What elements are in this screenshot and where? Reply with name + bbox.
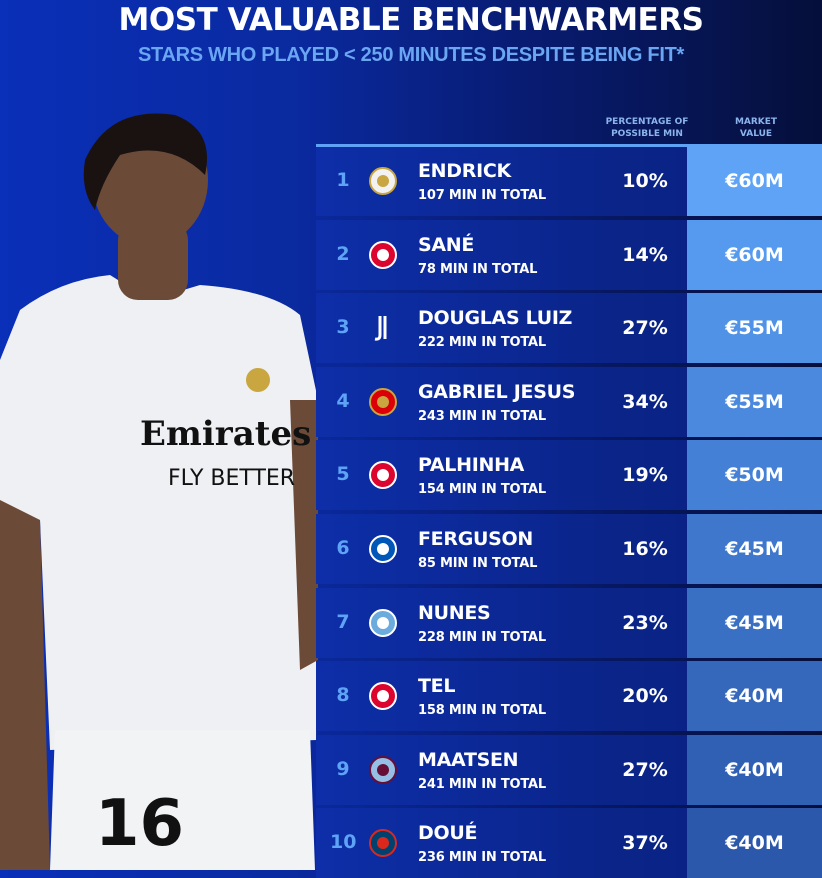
rank: 10 bbox=[330, 831, 357, 853]
minutes-played: 236 MIN IN TOTAL bbox=[418, 850, 547, 865]
rank: 8 bbox=[336, 684, 350, 706]
market-value: €60M bbox=[687, 220, 822, 290]
percentage-value: 20% bbox=[622, 685, 668, 707]
benchwarmers-table: 1 ENDRICK 107 MIN IN TOTAL 10% €60M 2 SA… bbox=[316, 144, 822, 878]
minutes-played: 107 MIN IN TOTAL bbox=[418, 188, 547, 203]
table-row: 3 DOUGLAS LUIZ 222 MIN IN TOTAL 27% €55M bbox=[316, 293, 822, 363]
aston-villa-crest-icon bbox=[368, 755, 398, 785]
table-row: 4 GABRIEL JESUS 243 MIN IN TOTAL 34% €55… bbox=[316, 367, 822, 437]
minutes-played: 222 MIN IN TOTAL bbox=[418, 335, 547, 350]
svg-text:FLY BETTER: FLY BETTER bbox=[168, 466, 295, 491]
market-value: €40M bbox=[687, 661, 822, 731]
rank: 3 bbox=[336, 316, 350, 338]
market-value: €60M bbox=[687, 146, 822, 216]
column-header-market-value: MARKET VALUE bbox=[734, 117, 778, 139]
rank: 6 bbox=[336, 537, 350, 559]
real-madrid-crest-icon bbox=[368, 166, 398, 196]
percentage-value: 27% bbox=[622, 317, 668, 339]
minutes-played: 241 MIN IN TOTAL bbox=[418, 777, 547, 792]
juventus-crest-icon bbox=[368, 313, 398, 343]
page-subtitle: STARS WHO PLAYED < 250 MINUTES DESPITE B… bbox=[138, 44, 684, 66]
percentage-value: 34% bbox=[622, 391, 668, 413]
table-row: 8 TEL 158 MIN IN TOTAL 20% €40M bbox=[316, 661, 822, 731]
market-value: €40M bbox=[687, 735, 822, 805]
table-top-line bbox=[316, 144, 822, 147]
market-value: €45M bbox=[687, 514, 822, 584]
player-name: SANÉ bbox=[418, 234, 475, 256]
minutes-played: 228 MIN IN TOTAL bbox=[418, 630, 547, 645]
psg-crest-icon bbox=[368, 828, 398, 858]
man-city-crest-icon bbox=[368, 608, 398, 638]
market-value: €40M bbox=[687, 808, 822, 878]
rank: 7 bbox=[336, 611, 350, 633]
table-row: 5 PALHINHA 154 MIN IN TOTAL 19% €50M bbox=[316, 440, 822, 510]
market-value: €45M bbox=[687, 588, 822, 658]
player-name: MAATSEN bbox=[418, 749, 519, 771]
player-name: PALHINHA bbox=[418, 454, 525, 476]
market-value: €55M bbox=[687, 293, 822, 363]
player-photo: Emirates FLY BETTER 16 bbox=[0, 113, 318, 870]
table-row: 6 FERGUSON 85 MIN IN TOTAL 16% €45M bbox=[316, 514, 822, 584]
page-title: MOST VALUABLE BENCHWARMERS bbox=[118, 2, 704, 38]
minutes-played: 78 MIN IN TOTAL bbox=[418, 262, 538, 277]
svg-text:Emirates: Emirates bbox=[140, 414, 311, 454]
player-name: NUNES bbox=[418, 602, 491, 624]
player-name: GABRIEL JESUS bbox=[418, 381, 576, 403]
minutes-played: 158 MIN IN TOTAL bbox=[418, 703, 547, 718]
rank: 9 bbox=[336, 758, 350, 780]
player-name: TEL bbox=[418, 675, 456, 697]
player-name: ENDRICK bbox=[418, 160, 511, 182]
bayern-crest-icon bbox=[368, 240, 398, 270]
rank: 1 bbox=[336, 169, 350, 191]
rank: 2 bbox=[336, 243, 350, 265]
minutes-played: 85 MIN IN TOTAL bbox=[418, 556, 538, 571]
table-row: 2 SANÉ 78 MIN IN TOTAL 14% €60M bbox=[316, 220, 822, 290]
percentage-value: 16% bbox=[622, 538, 668, 560]
bayern-crest-icon bbox=[368, 681, 398, 711]
percentage-value: 37% bbox=[622, 832, 668, 854]
percentage-value: 19% bbox=[622, 464, 668, 486]
percentage-value: 27% bbox=[622, 759, 668, 781]
percentage-value: 14% bbox=[622, 244, 668, 266]
player-name: DOUGLAS LUIZ bbox=[418, 307, 573, 329]
rank: 5 bbox=[336, 463, 350, 485]
arsenal-crest-icon bbox=[368, 387, 398, 417]
svg-text:16: 16 bbox=[95, 787, 184, 861]
rank: 4 bbox=[336, 390, 350, 412]
bayern-crest-icon bbox=[368, 460, 398, 490]
minutes-played: 154 MIN IN TOTAL bbox=[418, 482, 547, 497]
table-row: 7 NUNES 228 MIN IN TOTAL 23% €45M bbox=[316, 588, 822, 658]
brighton-crest-icon bbox=[368, 534, 398, 564]
player-name: DOUÉ bbox=[418, 822, 478, 844]
percentage-value: 23% bbox=[622, 612, 668, 634]
column-header-percentage: PERCENTAGE OF POSSIBLE MIN bbox=[605, 117, 689, 139]
market-value: €55M bbox=[687, 367, 822, 437]
table-row: 9 MAATSEN 241 MIN IN TOTAL 27% €40M bbox=[316, 735, 822, 805]
player-name: FERGUSON bbox=[418, 528, 533, 550]
table-row: 1 ENDRICK 107 MIN IN TOTAL 10% €60M bbox=[316, 146, 822, 216]
market-value: €50M bbox=[687, 440, 822, 510]
minutes-played: 243 MIN IN TOTAL bbox=[418, 409, 547, 424]
table-row: 10 DOUÉ 236 MIN IN TOTAL 37% €40M bbox=[316, 808, 822, 878]
percentage-value: 10% bbox=[622, 170, 668, 192]
